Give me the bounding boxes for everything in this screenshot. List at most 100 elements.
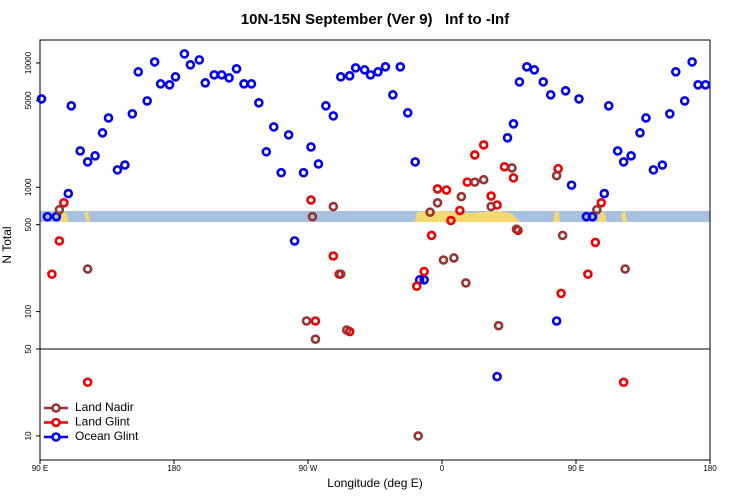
data-point [216, 70, 227, 80]
data-point [313, 159, 324, 169]
data-point [82, 377, 93, 388]
data-point [276, 167, 287, 178]
data-point [486, 191, 496, 201]
data-point [583, 269, 593, 279]
data-point [556, 288, 566, 299]
data-point [359, 65, 370, 75]
data-point [641, 113, 651, 123]
data-point [82, 157, 93, 167]
data-point [700, 80, 711, 90]
legend-label: Land Glint [75, 415, 130, 429]
data-point [626, 151, 636, 161]
data-point [127, 108, 138, 119]
data-point [511, 224, 522, 234]
data-point [170, 72, 181, 82]
data-point [618, 157, 629, 167]
legend-marker [51, 403, 61, 413]
data-point [596, 198, 607, 208]
data-point [413, 431, 423, 441]
data-point [395, 62, 406, 72]
data-point [478, 174, 489, 185]
data-point [469, 177, 480, 187]
data-point [185, 60, 196, 70]
data-point [441, 185, 452, 195]
data-point [522, 62, 532, 72]
data-point [335, 269, 346, 279]
data-point [693, 80, 703, 90]
data-point [538, 77, 549, 87]
data-point [557, 230, 568, 241]
legend-label: Ocean Glint [75, 429, 139, 443]
data-point [63, 188, 74, 199]
data-point [231, 64, 242, 74]
data-point [112, 165, 123, 175]
data-point [155, 79, 166, 89]
data-point [47, 269, 57, 279]
data-point [411, 281, 422, 292]
data-point [402, 108, 413, 118]
data-point [59, 198, 69, 208]
data-point [574, 94, 584, 104]
data-point [419, 266, 429, 277]
data-point [455, 205, 465, 216]
data-point [120, 160, 130, 170]
data-point [566, 180, 577, 190]
x-tick-label: 0 [440, 464, 445, 473]
x-axis-label: Longitude (deg E) [327, 476, 422, 490]
y-tick-label: 500 [24, 217, 33, 231]
data-point [90, 151, 100, 161]
data-point [344, 71, 355, 81]
data-point [373, 67, 383, 77]
data-point [310, 334, 321, 344]
data-point [670, 67, 681, 77]
data-point [648, 165, 659, 175]
data-point [321, 101, 331, 111]
data-point [142, 96, 152, 106]
data-point [461, 278, 471, 288]
x-tick-label: 90 W [299, 464, 318, 473]
data-point [97, 128, 108, 138]
data-point [657, 160, 668, 170]
data-point [289, 236, 300, 246]
data-point [328, 111, 339, 121]
data-point [438, 255, 449, 265]
data-point [254, 98, 264, 108]
data-point [507, 163, 517, 173]
data-point [365, 70, 376, 80]
data-point [618, 377, 629, 388]
data-point [350, 63, 361, 73]
data-point [493, 320, 504, 331]
data-point [446, 215, 456, 226]
data-point [239, 79, 249, 89]
data-point [200, 78, 211, 88]
data-point [246, 79, 257, 89]
data-point [306, 142, 316, 152]
data-point [54, 236, 65, 246]
data-point [103, 113, 114, 123]
plot-frame [39, 39, 711, 461]
data-point [410, 157, 421, 167]
data-point [54, 204, 65, 215]
data-point [603, 101, 614, 111]
data-point [456, 191, 467, 202]
y-tick-label: 100 [24, 304, 33, 318]
data-point [209, 70, 219, 80]
x-tick-label: 90 E [32, 464, 48, 473]
data-point [514, 77, 525, 87]
data-point [478, 140, 489, 150]
data-point [508, 119, 519, 129]
data-point [283, 130, 294, 140]
data-point [462, 177, 473, 187]
x-tick-label: 90 E [568, 464, 584, 473]
data-point [335, 72, 346, 82]
data-point [664, 108, 675, 119]
y-tick-label: 10000 [24, 51, 33, 74]
data-point [310, 316, 321, 326]
data-point [82, 264, 93, 274]
data-point [164, 80, 175, 90]
data-point [492, 371, 502, 382]
data-point [307, 211, 318, 222]
data-point [486, 201, 496, 212]
data-point [380, 62, 391, 72]
